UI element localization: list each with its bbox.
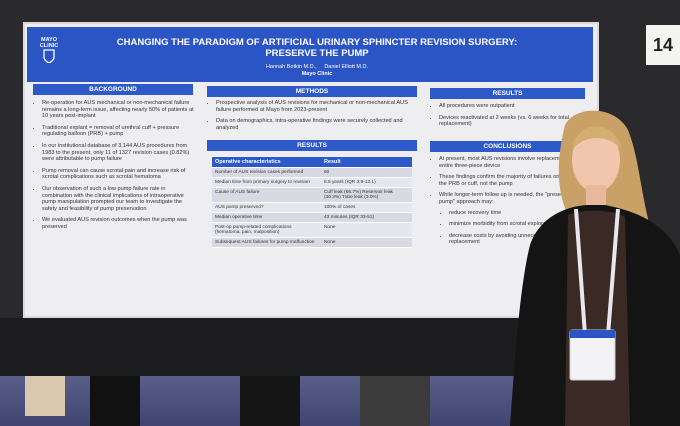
column-header: Result — [320, 157, 412, 168]
section-heading: RESULTS — [430, 88, 585, 99]
column-header: Operative characteristics — [212, 157, 321, 168]
table-cell: Cuff leak (66.7%) Reservoir leak (30.3%)… — [320, 187, 412, 203]
bullet: At present, most AUS revisions involve r… — [439, 156, 589, 169]
authors: Hannah Botkin M.D., Daniel Elliott M.D. … — [107, 64, 527, 78]
logo: MAYO CLINIC — [35, 37, 63, 65]
bullet: Data on demographics, intra-operative fi… — [216, 118, 421, 131]
section-heading: RESULTS — [207, 140, 417, 151]
sub-bullet: reduce recovery time — [449, 210, 589, 217]
leg — [25, 376, 65, 416]
table-cell: None — [320, 222, 412, 238]
table-row: AUS pump preserved? 100% of cases — [212, 202, 412, 213]
table-row: Median operative time 43 minutes (IQR 33-… — [212, 212, 412, 223]
bullet: Our observation of such a low pump failu… — [42, 186, 194, 212]
table-cell: Number of AUS revision cases performed — [212, 167, 321, 178]
section-heading: BACKGROUND — [33, 84, 193, 95]
table-header: Operative characteristics Result — [212, 157, 412, 168]
bullet: Devices reactivated at 2 weeks (vs. 6 we… — [439, 115, 589, 128]
bullet: All procedures were outpatient — [439, 103, 589, 110]
table-row: Number of AUS revision cases performed 60 — [212, 167, 412, 178]
table-cell: 100% of cases — [320, 202, 412, 213]
conclusions-list: At present, most AUS revisions involve r… — [430, 156, 589, 251]
table-row: Post-op pump-related complications (hema… — [212, 222, 412, 238]
table-row: Median time from primary surgery to revi… — [212, 177, 412, 188]
institution: Mayo Clinic — [301, 71, 333, 77]
table-cell: None — [320, 237, 412, 248]
bullet: We evaluated AUS revision outcomes when … — [42, 217, 194, 230]
background-list: Re-operation for AUS mechanical or non-m… — [33, 100, 194, 236]
table-cell: 8.6 years (IQR 3.9-13.1) — [320, 177, 412, 188]
author-names: Hannah Botkin M.D., Daniel Elliott M.D. — [265, 64, 369, 70]
results-table: Operative characteristics Result Number of… — [212, 157, 412, 248]
bullet: Prospective analysis of AUS revisions fo… — [216, 100, 421, 113]
leg — [240, 376, 300, 426]
table-cell: Cause of AUS failure — [212, 187, 321, 203]
section-heading: METHODS — [207, 86, 417, 97]
bullet: In our institutional database of 3,144 A… — [42, 143, 194, 163]
sub-bullet: minimize morbidity from scrotal explorat… — [449, 221, 589, 228]
table-cell: 43 minutes (IQR 33-51) — [320, 212, 412, 223]
table-cell: Subsequent AUS failures for pump malfunc… — [212, 237, 321, 248]
logo-text: MAYO CLINIC — [39, 37, 59, 49]
section-heading: CONCLUSIONS — [430, 141, 585, 152]
bullet: While longer-term follow up is needed, t… — [439, 192, 589, 246]
bullet: Traditional explant = removal of urethra… — [42, 125, 194, 138]
table-cell: AUS pump preserved? — [212, 202, 321, 213]
bullet: These findings confirm the majority of f… — [439, 174, 589, 187]
bullet: Pump removal can cause scrotal pain and … — [42, 168, 194, 181]
results-list: All procedures were outpatient Devices re… — [430, 103, 589, 133]
methods-list: Prospective analysis of AUS revisions fo… — [207, 100, 421, 136]
booth-number: 14 — [646, 25, 680, 65]
sub-list: reduce recovery time minimize morbidity f… — [439, 210, 589, 246]
bullet: Re-operation for AUS mechanical or non-m… — [42, 100, 194, 120]
table-row: Cause of AUS failure Cuff leak (66.7%) Re… — [212, 187, 412, 203]
poster-title: CHANGING THE PARADIGM OF ARTIFICIAL URIN… — [116, 37, 518, 59]
poster-header: MAYO CLINIC CHANGING THE PARADIGM OF ART… — [27, 27, 593, 82]
table-cell: 60 — [320, 167, 412, 178]
logo-shield — [43, 49, 55, 64]
table-cell: Median time from primary surgery to revi… — [212, 177, 321, 188]
leg — [360, 376, 430, 426]
person — [510, 110, 680, 426]
sub-bullet: decrease costs by avoiding unnecessary p… — [449, 233, 589, 246]
table-cell: Median operative time — [212, 212, 321, 223]
table-cell: Post-op pump-related complications (hema… — [212, 222, 321, 238]
table-row: Subsequent AUS failures for pump malfunc… — [212, 237, 412, 248]
leg — [90, 376, 140, 426]
